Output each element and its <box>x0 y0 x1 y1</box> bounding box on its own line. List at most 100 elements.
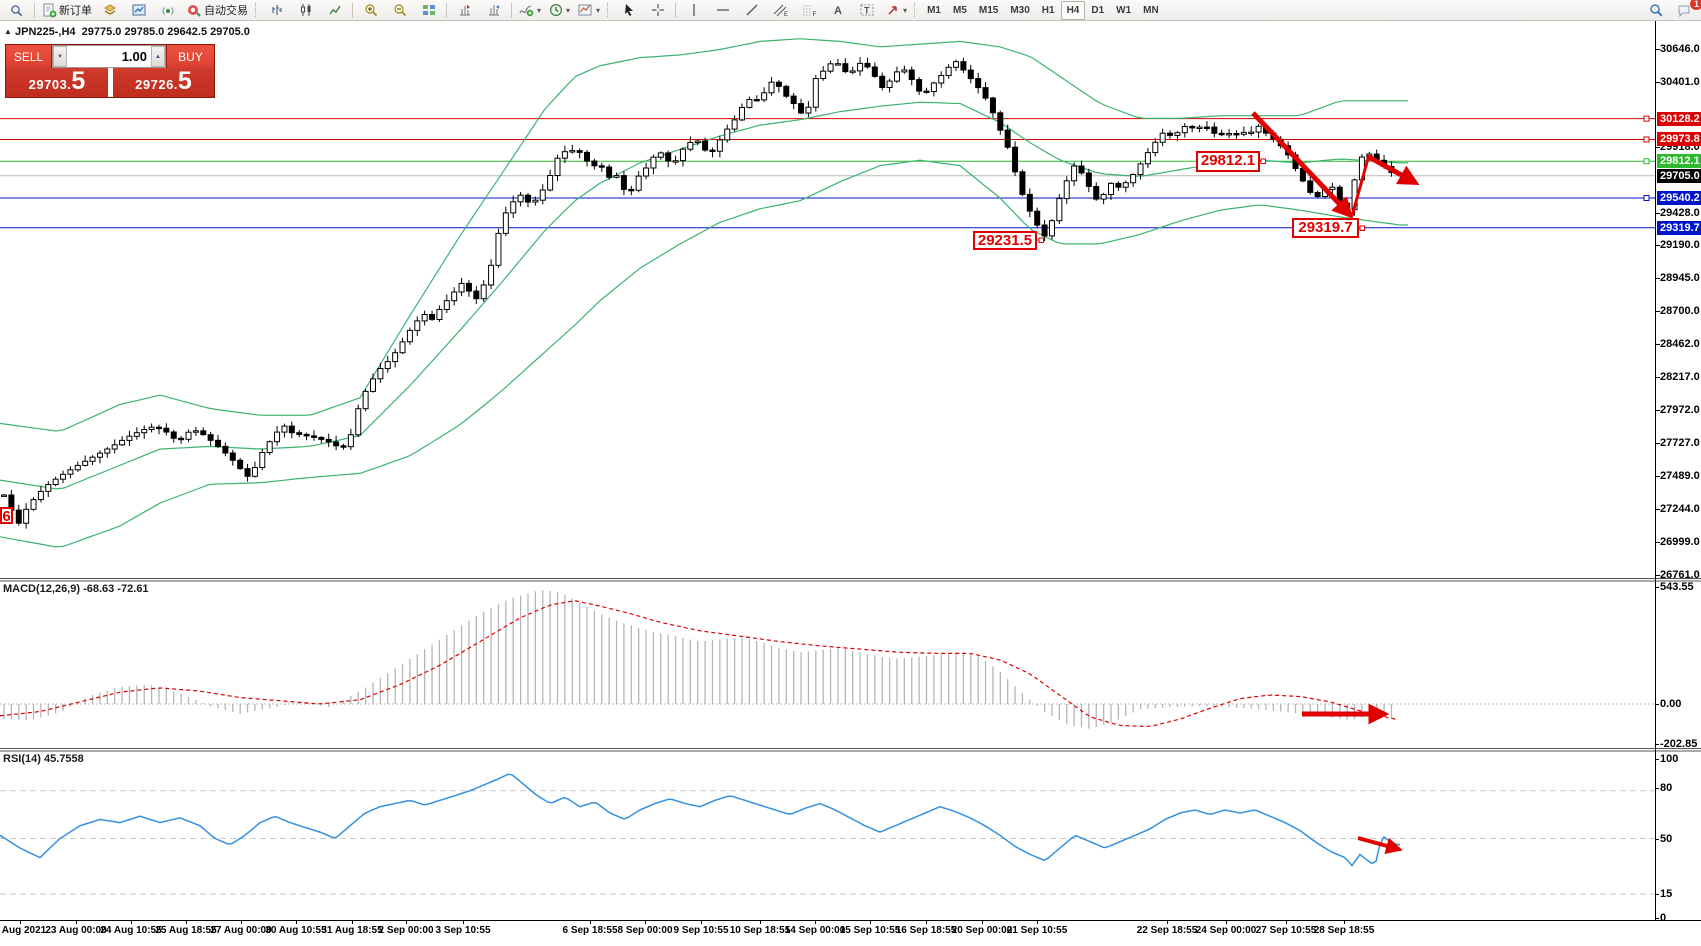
candle-body <box>1144 152 1151 165</box>
horizontal-line-button[interactable] <box>708 0 737 21</box>
tf-m30-button[interactable]: M30 <box>1010 4 1030 16</box>
fibonacci-button[interactable]: F <box>795 0 824 21</box>
text-label-button[interactable]: T <box>853 0 882 21</box>
add-indicator-button[interactable]: ▾ <box>515 0 545 21</box>
volume-increase-button[interactable]: ▲ <box>151 46 165 67</box>
sell-button[interactable]: SELL <box>6 45 52 68</box>
candle-body <box>517 194 524 203</box>
candle-body <box>1181 126 1188 134</box>
cursor-button[interactable] <box>614 0 643 21</box>
candle-body <box>798 103 805 114</box>
hline-handle[interactable] <box>1643 194 1650 201</box>
hline-handle[interactable] <box>1643 158 1650 165</box>
candle-body <box>362 390 369 410</box>
line-chart-button[interactable] <box>320 0 349 21</box>
candle-body <box>746 99 753 108</box>
annotation-handle[interactable] <box>1260 158 1266 164</box>
signals-button[interactable] <box>154 0 183 21</box>
tf-d1-button[interactable]: D1 <box>1091 4 1105 16</box>
svg-text:T: T <box>864 6 870 16</box>
macd-label: MACD(12,26,9) -68.63 -72.61 <box>3 583 149 595</box>
hline-handle[interactable] <box>1643 136 1650 143</box>
candle-body <box>1041 224 1048 237</box>
crosshair-button[interactable] <box>643 0 672 21</box>
candle-chart-button[interactable] <box>291 0 320 21</box>
arrows-button[interactable]: ▾ <box>882 0 911 21</box>
candle-body <box>561 151 568 159</box>
candle-body <box>960 61 967 71</box>
candle-body <box>532 199 539 203</box>
volume-input[interactable]: 1.00 <box>121 49 147 64</box>
tf-h1-button[interactable]: H1 <box>1041 4 1055 16</box>
candle-body <box>753 99 760 102</box>
zoom-in-button[interactable] <box>356 0 385 21</box>
bb-lower <box>0 159 1408 548</box>
symbol-ohlc-bar: ▲ JPN225-,H4 29775.0 29785.0 29642.5 297… <box>4 26 250 38</box>
buy-price-frac: 5 <box>177 67 192 95</box>
candle-body <box>938 75 945 84</box>
tf-mn-button[interactable]: MN <box>1143 4 1159 16</box>
tf-h4-button[interactable]: H4 <box>1060 0 1086 20</box>
ohlc-values: 29775.0 29785.0 29642.5 29705.0 <box>81 26 250 38</box>
annotation-arrow-2[interactable] <box>1350 154 1371 217</box>
annotation-arrow-5[interactable] <box>1357 836 1403 854</box>
chart-shift-button[interactable] <box>450 0 479 21</box>
bar-chart-button[interactable] <box>262 0 291 21</box>
toolbar-separator <box>34 2 35 18</box>
macd-title: MACD(12,26,9) <box>3 583 81 595</box>
notifications-button[interactable]: 1 <box>1670 0 1701 21</box>
hline-handle[interactable] <box>1643 115 1650 122</box>
buy-button[interactable]: BUY <box>166 45 214 68</box>
partial-search-icon[interactable] <box>2 0 31 21</box>
tf-m1-button[interactable]: M1 <box>927 4 941 16</box>
candle-body <box>783 85 790 97</box>
new-order-label: 新订单 <box>59 5 92 17</box>
template-button[interactable]: ▾ <box>574 0 604 21</box>
toolbar-separator <box>511 2 512 18</box>
buy-price[interactable]: 29726. 5 <box>113 68 214 97</box>
candle-body <box>266 441 273 454</box>
candle-body <box>613 175 620 178</box>
profiles-button[interactable] <box>96 0 125 21</box>
candle-body <box>1226 133 1233 136</box>
candle-body <box>274 431 281 443</box>
period-button[interactable]: ▾ <box>545 0 574 21</box>
tile-windows-button[interactable] <box>414 0 443 21</box>
candle-body <box>96 452 103 458</box>
annotation-handle[interactable] <box>1038 237 1044 243</box>
equidistant-channel-icon: E <box>773 4 788 17</box>
candle-body <box>916 79 923 92</box>
bb-upper <box>0 38 1408 432</box>
zoom-out-button[interactable] <box>385 0 414 21</box>
sell-price[interactable]: 29703. 5 <box>6 68 108 97</box>
candle-body <box>716 139 723 152</box>
auto-scroll-button[interactable] <box>479 0 508 21</box>
market-watch-button[interactable] <box>125 0 154 21</box>
sell-price-int: 29703. <box>28 77 72 92</box>
rsi-pane <box>0 773 1655 895</box>
collapse-panel-icon[interactable]: ▲ <box>4 27 12 36</box>
volume-decrease-button[interactable]: ▼ <box>53 46 67 67</box>
new-order-button[interactable]: 新订单 <box>38 0 96 21</box>
annotation-arrow-1[interactable] <box>1251 111 1354 219</box>
autotrade-button[interactable]: 自动交易 <box>183 0 252 21</box>
annotation-arrow-3[interactable] <box>1367 154 1420 186</box>
candle-body <box>244 468 251 477</box>
candle-body <box>635 175 642 191</box>
equidistant-channel-button[interactable]: E <box>766 0 795 21</box>
trendline-button[interactable] <box>737 0 766 21</box>
candle-body <box>1329 186 1336 190</box>
search-button[interactable] <box>1641 0 1670 21</box>
tf-w1-button[interactable]: W1 <box>1116 4 1132 16</box>
text-button[interactable]: A <box>824 0 853 21</box>
candle-body <box>443 300 450 311</box>
candle-body <box>1115 182 1122 188</box>
tf-m15-button[interactable]: M15 <box>978 4 999 16</box>
candle-body <box>414 320 421 331</box>
candle-body <box>761 92 768 101</box>
vertical-line-button[interactable] <box>679 0 708 21</box>
annotation-handle[interactable] <box>1359 225 1365 231</box>
candle-body <box>141 429 148 434</box>
tf-m5-button[interactable]: M5 <box>952 4 967 16</box>
